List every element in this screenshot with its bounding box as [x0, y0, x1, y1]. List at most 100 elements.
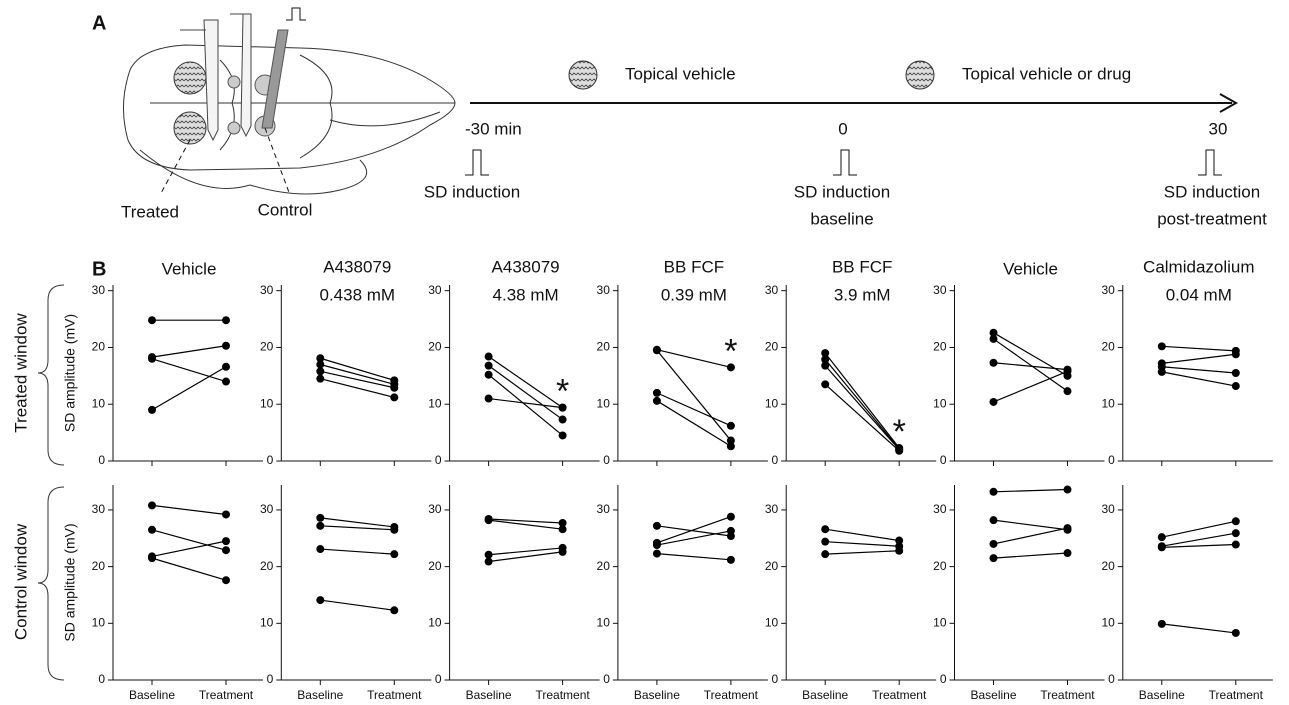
data-point	[1232, 541, 1240, 549]
x-tick-label: Baseline	[466, 688, 512, 702]
y-tick-label: 0	[267, 672, 274, 686]
y-tick-label: 20	[92, 559, 106, 573]
induction-label: SD induction	[1164, 182, 1260, 201]
chart-subtitle: 3.9 mM	[834, 285, 891, 304]
application-label: Topical vehicle or drug	[962, 64, 1131, 83]
data-point	[1232, 369, 1240, 377]
y-tick-label: 0	[435, 453, 442, 467]
data-point	[1232, 629, 1240, 637]
x-tick-label: Baseline	[1139, 688, 1185, 702]
subject-line	[1162, 545, 1236, 548]
data-point	[222, 316, 230, 324]
x-tick-label: Baseline	[970, 688, 1016, 702]
x-tick-label: Treatment	[367, 688, 422, 702]
data-point	[148, 526, 156, 534]
row-brace	[38, 487, 64, 680]
y-tick-label: 0	[772, 453, 779, 467]
panel-label: A	[92, 12, 106, 34]
y-tick-label: 0	[98, 453, 105, 467]
subject-line	[489, 366, 563, 420]
data-point	[390, 384, 398, 392]
subject-line	[320, 526, 394, 530]
chart-title: BB FCF	[832, 257, 892, 276]
data-point	[148, 406, 156, 414]
data-point	[1232, 382, 1240, 390]
chart-title: Vehicle	[1003, 259, 1058, 278]
y-tick-label: 30	[1101, 502, 1115, 516]
induction-label: post-treatment	[1157, 209, 1267, 228]
data-point	[1158, 342, 1166, 350]
row-label: Control window	[11, 523, 30, 640]
y-tick-label: 20	[765, 559, 779, 573]
y-tick-label: 20	[1101, 340, 1115, 354]
y-tick-label: 20	[1101, 559, 1115, 573]
data-point	[1064, 549, 1072, 557]
figure: A Treated Control Topical vehicle Topica…	[0, 0, 1289, 705]
data-point	[1232, 529, 1240, 537]
data-point	[316, 375, 324, 383]
data-point	[222, 363, 230, 371]
data-point	[1158, 620, 1166, 628]
x-tick-label: Treatment	[872, 688, 927, 702]
subject-line	[825, 359, 899, 449]
subject-line	[657, 393, 731, 426]
data-point	[390, 393, 398, 401]
data-point	[727, 527, 735, 535]
data-point	[390, 550, 398, 558]
y-tick-label: 0	[603, 453, 610, 467]
data-point	[990, 359, 998, 367]
subject-line	[1162, 346, 1236, 351]
data-point	[1158, 368, 1166, 376]
y-tick-label: 10	[933, 396, 947, 410]
subject-line	[1162, 367, 1236, 373]
data-point	[990, 516, 998, 524]
chart-title: BB FCF	[664, 257, 724, 276]
subject-line	[994, 333, 1068, 376]
x-tick-label: Treatment	[1040, 688, 1095, 702]
induction-label: SD induction	[424, 182, 520, 201]
row-brace	[38, 285, 64, 465]
data-point	[485, 395, 493, 403]
subject-line	[825, 384, 899, 450]
subject-line	[994, 553, 1068, 558]
data-point	[990, 540, 998, 548]
subject-line	[825, 551, 899, 554]
subject-line	[152, 346, 226, 357]
y-tick-label: 20	[765, 340, 779, 354]
window-label: Control	[258, 200, 313, 219]
data-point	[1064, 387, 1072, 395]
data-point	[559, 548, 567, 556]
data-point	[559, 525, 567, 533]
induction-label: SD induction	[794, 182, 890, 201]
significance-mark: *	[893, 413, 906, 451]
data-point	[653, 346, 661, 354]
data-point	[485, 558, 493, 566]
y-tick-label: 0	[603, 672, 610, 686]
data-point	[1064, 524, 1072, 532]
subject-line	[994, 490, 1068, 492]
y-tick-label: 20	[597, 559, 611, 573]
y-tick-label: 0	[1108, 453, 1115, 467]
y-tick-label: 10	[428, 396, 442, 410]
subject-line	[657, 350, 731, 440]
x-tick-label: Treatment	[199, 688, 254, 702]
data-point	[1232, 517, 1240, 525]
subject-line	[152, 367, 226, 410]
y-tick-label: 30	[428, 502, 442, 516]
time-label: -30 min	[465, 119, 522, 138]
x-tick-label: Baseline	[129, 688, 175, 702]
data-point	[653, 541, 661, 549]
data-point	[316, 367, 324, 375]
subject-line	[825, 366, 899, 450]
subject-line	[994, 528, 1068, 544]
y-tick-label: 10	[260, 615, 274, 629]
data-point	[821, 525, 829, 533]
y-tick-label: 30	[1101, 283, 1115, 297]
data-point	[727, 422, 735, 430]
subject-line	[994, 520, 1068, 530]
subject-line	[1162, 624, 1236, 633]
data-point	[316, 360, 324, 368]
subject-line	[320, 518, 394, 527]
time-label: 0	[838, 119, 847, 138]
data-point	[485, 516, 493, 524]
